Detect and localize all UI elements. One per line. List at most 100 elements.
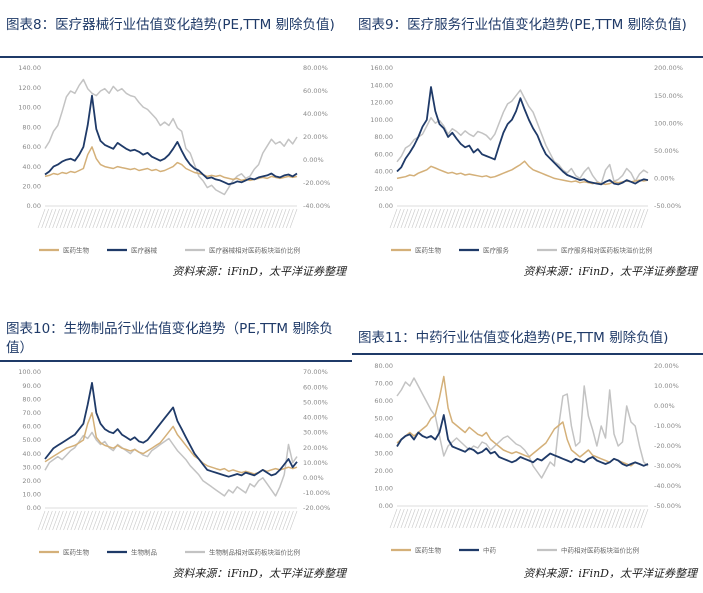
x-date-tick	[487, 508, 496, 529]
x-date-tick	[81, 208, 90, 229]
x-date-tick	[444, 208, 452, 229]
x-date-tick	[191, 208, 199, 229]
x-date-tick	[154, 510, 163, 531]
x-date-tick	[143, 510, 152, 531]
x-date-tick	[118, 510, 126, 531]
x-date-tick	[147, 208, 155, 229]
x-date-tick	[125, 510, 133, 531]
left-axis-tick: 160.00	[370, 64, 393, 72]
x-date-tick	[154, 208, 163, 229]
x-date-tick	[611, 508, 620, 529]
x-date-tick	[220, 510, 228, 531]
left-axis-tick: 40.00	[374, 168, 393, 176]
x-date-tick	[473, 508, 481, 529]
left-axis-tick: 0.00	[379, 202, 393, 210]
x-date-tick	[571, 508, 580, 529]
x-date-tick	[484, 508, 492, 529]
x-date-tick	[538, 208, 547, 229]
x-date-tick	[271, 510, 280, 531]
x-date-tick	[198, 510, 206, 531]
x-date-tick	[48, 510, 57, 531]
right-axis-tick: -50.00%	[654, 202, 681, 210]
x-date-tick	[411, 208, 420, 229]
x-date-tick	[437, 508, 445, 529]
x-date-tick	[447, 508, 456, 529]
x-date-tick	[77, 208, 86, 229]
right-axis-tick: 30.00%	[303, 429, 328, 437]
x-date-tick	[546, 208, 554, 229]
chart-biologics: 0.00 10.00 20.00 30.00 40.00 50.00 60.00 70.00 8…	[18, 368, 330, 556]
x-date-tick	[202, 208, 210, 229]
panel-tcm: 图表11：中药行业估值变化趋势(PE,TTM 剔除负值) 0.00 10.00 20…	[352, 300, 703, 593]
x-date-tick	[231, 208, 239, 229]
left-axis-tick: 60.00	[22, 143, 41, 151]
left-axis-tick: 30.00	[374, 450, 393, 458]
right-axis-tick: 50.00%	[654, 147, 679, 155]
x-date-tick	[256, 208, 265, 229]
x-date-tick	[88, 510, 97, 531]
x-date-tick	[264, 208, 272, 229]
x-date-tick	[509, 208, 518, 229]
x-date-ticks	[37, 208, 298, 229]
x-date-tick	[282, 208, 290, 229]
x-date-tick	[165, 208, 174, 229]
right-axis-tick: 20.00%	[654, 362, 679, 370]
x-date-tick	[41, 510, 49, 531]
x-date-tick	[415, 208, 423, 229]
x-date-tick	[571, 208, 580, 229]
x-date-tick	[560, 508, 569, 529]
x-date-tick	[495, 208, 503, 229]
x-date-tick	[567, 508, 576, 529]
x-date-tick	[238, 510, 247, 531]
x-date-tick	[103, 208, 112, 229]
x-date-tick	[205, 208, 214, 229]
left-axis-tick: 30.00	[22, 463, 41, 471]
x-date-ticks	[389, 208, 649, 229]
series-line-1	[44, 94, 298, 186]
x-date-tick	[81, 510, 90, 531]
left-axis-tick: 40.00	[374, 432, 393, 440]
x-date-tick	[426, 208, 434, 229]
x-date-tick	[114, 510, 122, 531]
x-date-tick	[491, 508, 500, 529]
x-date-tick	[245, 510, 254, 531]
x-date-tick	[389, 208, 398, 229]
x-date-tick	[418, 508, 427, 529]
x-date-tick	[433, 508, 441, 529]
x-date-tick	[180, 510, 188, 531]
x-date-tick	[462, 208, 471, 229]
x-date-tick	[194, 510, 203, 531]
x-date-tick	[129, 510, 137, 531]
source-note: 资料来源：iFinD，太平洋证券整理	[523, 567, 697, 580]
x-date-tick	[498, 208, 507, 229]
x-date-tick	[176, 510, 185, 531]
x-date-tick	[615, 508, 623, 529]
x-date-tick	[637, 508, 645, 529]
x-date-tick	[637, 208, 645, 229]
right-axis-tick: 10.00%	[654, 382, 679, 390]
x-date-tick	[161, 510, 170, 531]
panel-medical-services: 图表9：医疗服务行业估值变化趋势(PE,TTM 剔除负值) 0.00 20.00 4…	[352, 0, 703, 282]
source-note: 资料来源：iFinD，太平洋证券整理	[172, 567, 346, 580]
x-date-tick	[169, 510, 177, 531]
x-date-tick	[103, 510, 112, 531]
x-date-tick	[517, 508, 525, 529]
legend-label: 医药生物	[415, 245, 442, 254]
right-axis-tick: -50.00%	[654, 502, 681, 510]
panel-biologics: 图表10：生物制品行业估值变化趋势（PE,TTM 剔除负值） 0.00 10.00…	[0, 300, 352, 593]
left-axis-tick: 80.00	[374, 133, 393, 141]
x-date-tick	[220, 208, 228, 229]
x-date-tick	[209, 208, 217, 229]
x-date-tick	[96, 208, 104, 229]
right-axis-tick: 10.00%	[303, 459, 328, 467]
x-date-tick	[564, 208, 572, 229]
x-date-tick	[45, 208, 53, 229]
x-date-tick	[495, 508, 503, 529]
x-date-tick	[396, 508, 405, 529]
x-date-tick	[549, 508, 558, 529]
x-date-tick	[629, 208, 638, 229]
x-date-tick	[633, 508, 642, 529]
x-date-tick	[407, 508, 416, 529]
x-date-tick	[63, 208, 71, 229]
x-date-tick	[121, 510, 130, 531]
